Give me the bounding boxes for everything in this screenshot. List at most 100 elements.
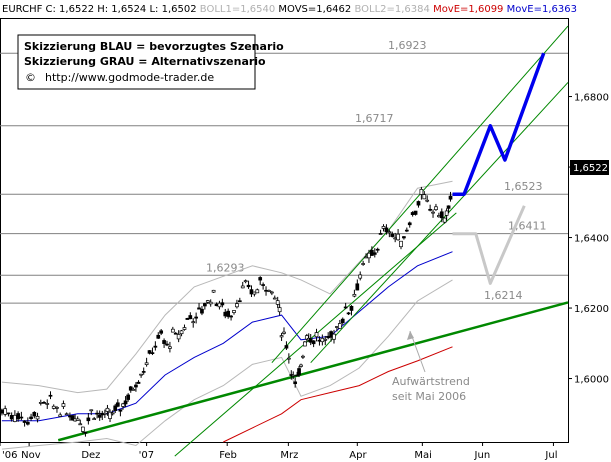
candle-body	[378, 233, 383, 235]
candle-body	[141, 371, 146, 373]
candle-body	[267, 290, 271, 292]
candle-body	[38, 402, 43, 404]
candle-body	[150, 352, 155, 354]
candle-body	[200, 308, 204, 314]
x-tick-label: Jul	[544, 450, 557, 461]
trendline	[57, 301, 569, 442]
candle-body	[317, 339, 322, 342]
series-line	[1, 279, 453, 450]
candle-body	[364, 256, 368, 259]
candle-body	[349, 305, 354, 311]
header-quote: EURCHF C: 1,6522 H: 1,6524 L: 1,6502 BOL…	[2, 4, 577, 15]
legend-box	[17, 34, 256, 90]
candle-body	[387, 231, 392, 234]
candle-body	[444, 210, 449, 216]
candle-body	[108, 411, 112, 419]
y-tick-label: 1,6000	[574, 375, 609, 386]
candle-body	[118, 409, 123, 412]
candle-body	[410, 212, 415, 215]
candle-body	[205, 300, 210, 303]
header-value: L: 1,6502	[149, 4, 199, 15]
candle-body	[311, 340, 316, 345]
candle-body	[113, 405, 118, 411]
candle-body	[115, 402, 120, 407]
candle-body	[176, 334, 181, 340]
candle-body	[165, 343, 169, 346]
candle-body	[194, 316, 198, 319]
candle-body	[258, 277, 263, 281]
website-link[interactable]: http://www.godmode-trader.de	[45, 71, 214, 84]
candle-body	[323, 338, 328, 341]
candle-body	[308, 338, 313, 343]
candle-body	[208, 301, 213, 305]
candle-body	[78, 423, 83, 426]
candle-body	[240, 285, 245, 289]
candle-body	[237, 300, 242, 303]
x-tick-label: Feb	[219, 450, 237, 461]
candle-body	[425, 199, 430, 202]
legend-gray-text: Skizzierung GRAU = Alternativszenario	[24, 55, 266, 68]
candle-body	[58, 414, 63, 417]
x-tick-label: Mrz	[280, 450, 298, 461]
level-label: 1,6214	[484, 289, 523, 302]
candle-body	[332, 333, 336, 340]
candle-body	[134, 384, 138, 388]
candle-body	[314, 332, 319, 338]
header-value: C: 1,6522	[46, 4, 98, 15]
candle-body	[173, 332, 178, 335]
candle-body	[45, 403, 50, 405]
level-label: 1,6717	[355, 112, 394, 125]
candle-body	[337, 323, 342, 329]
candle-body	[168, 346, 172, 349]
x-tick-label: '06	[2, 450, 17, 461]
candle-body	[121, 403, 125, 407]
candle-body	[431, 211, 435, 214]
candle-body	[179, 330, 184, 335]
trendline	[310, 82, 569, 364]
candle-body	[229, 315, 233, 318]
candle-body	[75, 418, 80, 421]
candle-body	[270, 291, 274, 294]
candle-body	[61, 403, 66, 407]
candle-body	[355, 283, 360, 291]
candle-body	[70, 415, 75, 421]
y-tick-label: 1,6800	[574, 93, 609, 104]
candle-body	[372, 252, 377, 255]
scenario-blue-path	[452, 52, 546, 196]
candle-body	[214, 303, 219, 307]
candle-body	[128, 386, 133, 391]
candle-body	[223, 311, 228, 317]
candle-body	[284, 345, 289, 349]
candle-body	[144, 362, 149, 365]
annotation-line2: seit Mai 2006	[392, 390, 466, 403]
candle-body	[6, 412, 11, 415]
candle-body	[243, 280, 248, 283]
candle-body	[188, 315, 193, 320]
candle-body	[277, 307, 282, 313]
candle-body	[295, 374, 299, 377]
candle-body	[448, 195, 453, 200]
level-label: 1,6293	[206, 261, 245, 274]
candle-body	[413, 210, 418, 215]
candle-body	[156, 334, 161, 339]
candle-body	[22, 420, 27, 423]
trend-lines	[57, 25, 569, 457]
header-value: BOLL1=1,6540	[200, 4, 279, 15]
candle-body	[123, 400, 128, 405]
scenario-paths	[452, 52, 546, 285]
candle-body	[301, 355, 305, 358]
copyright-icon: ©	[25, 71, 36, 84]
candle-body	[396, 233, 400, 241]
candle-body	[126, 394, 131, 400]
candle-body	[147, 350, 152, 354]
plot-frame	[0, 18, 569, 443]
candle-body	[197, 307, 201, 310]
x-axis: '06 Nov Dez '07 Feb Mrz Apr Mai Jun Jul	[0, 442, 558, 461]
candle-body	[393, 237, 398, 240]
candle-body	[272, 297, 277, 300]
candle-body	[358, 274, 363, 279]
candle-body	[105, 407, 110, 412]
candle-body	[261, 284, 265, 286]
candle-body	[252, 291, 257, 295]
